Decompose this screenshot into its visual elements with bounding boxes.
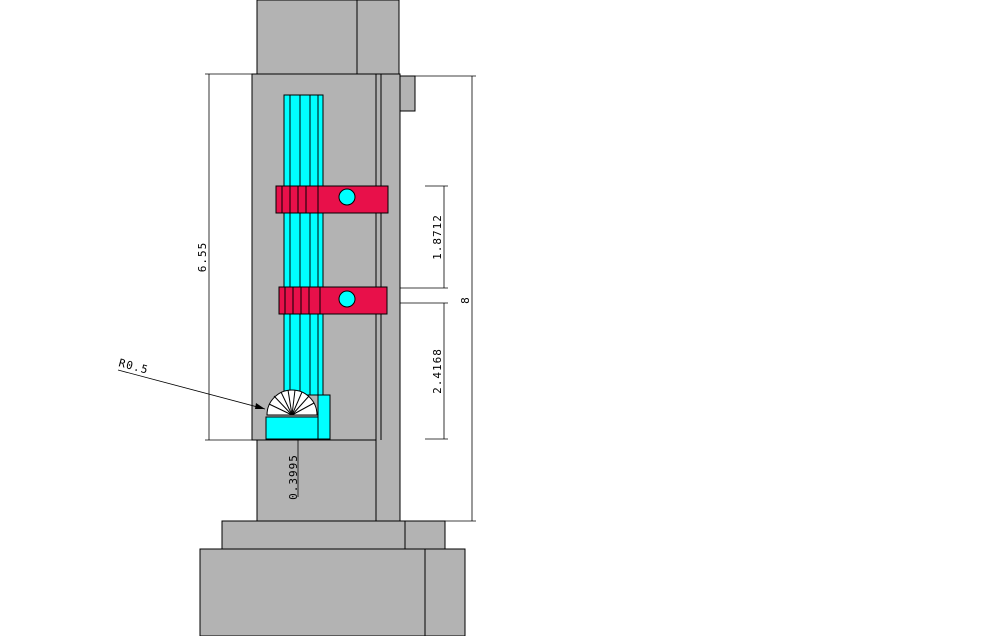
dimension-label-left-height: 6.55 [196, 242, 209, 273]
top-column [256, 0, 400, 77]
dimension-upper-spacing: 1.8712 [400, 185, 448, 289]
lower-column [256, 439, 377, 522]
upper-clamp [275, 185, 389, 214]
tube-bundle [265, 94, 331, 440]
lower-clamp [278, 286, 388, 315]
dimension-lower-spacing: 2.4168 [400, 302, 448, 440]
dimension-label-bottom-offset: 0.3995 [287, 454, 300, 500]
dimension-label-upper-spacing: 1.8712 [431, 214, 444, 260]
dimension-bottom-offset: 0.3995 [287, 440, 300, 500]
dimension-overall-height: 8 [400, 75, 476, 522]
tube-bend [266, 389, 318, 416]
dimension-left-height: 6.55 [196, 73, 252, 441]
dimension-label-lower-spacing: 2.4168 [431, 348, 444, 394]
radius-callout: R0.5 [117, 356, 266, 410]
radius-label: R0.5 [117, 356, 150, 376]
base-plate [199, 520, 466, 636]
dimension-label-overall: 8 [459, 296, 472, 304]
